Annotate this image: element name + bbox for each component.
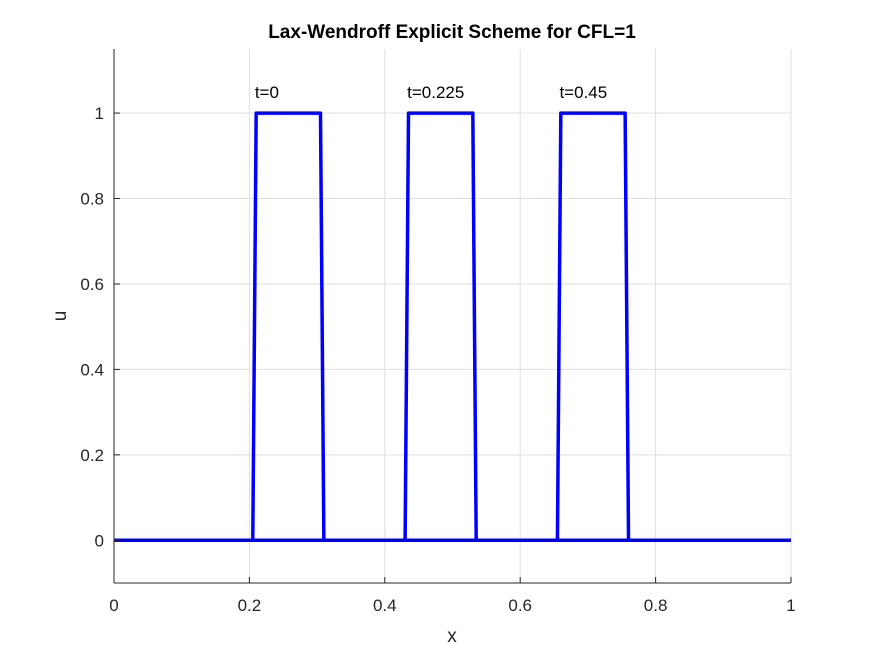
y-tick-label-4: 0.8 <box>80 190 104 209</box>
x-tick-label-3: 0.6 <box>508 596 532 615</box>
x-axis-label: x <box>447 626 457 647</box>
y-tick-label-0: 0 <box>95 531 104 550</box>
x-tick-label-5: 1 <box>786 596 795 615</box>
y-tick-label-1: 0.2 <box>80 446 104 465</box>
annotation-0: t=0 <box>255 83 279 102</box>
x-tick-label-1: 0.2 <box>238 596 262 615</box>
x-tick-label-0: 0 <box>109 596 118 615</box>
y-tick-label-2: 0.4 <box>80 360 104 379</box>
y-axis-label: u <box>50 311 71 322</box>
axes <box>113 49 791 584</box>
series-layer <box>114 111 791 543</box>
grid-lines <box>113 49 792 583</box>
annotation-2: t=0.45 <box>559 83 607 102</box>
chart-title: Lax-Wendroff Explicit Scheme for CFL=1 <box>268 22 636 43</box>
plot-area <box>114 49 791 583</box>
x-tick-label-4: 0.8 <box>644 596 668 615</box>
y-tick-label-5: 1 <box>95 104 104 123</box>
series-line-3 <box>114 111 791 543</box>
x-tick-label-2: 0.4 <box>373 596 397 615</box>
y-tick-label-3: 0.6 <box>80 275 104 294</box>
y-ticks: 0 0.2 0.4 0.6 0.8 1 <box>80 104 120 550</box>
annotation-1: t=0.225 <box>407 83 464 102</box>
annotations: t=0 t=0.225 t=0.45 <box>255 83 607 102</box>
x-ticks: 0 0.2 0.4 0.6 0.8 1 <box>109 577 796 615</box>
